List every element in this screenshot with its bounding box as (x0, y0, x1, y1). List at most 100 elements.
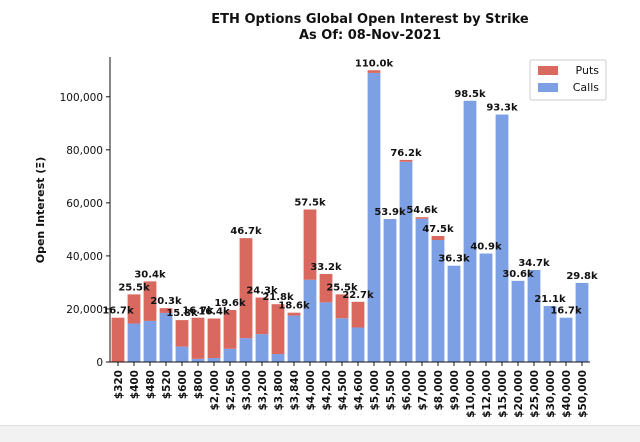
x-tick-label: $320 (113, 370, 125, 399)
bar-puts (111, 317, 125, 362)
bar-calls (399, 161, 413, 362)
x-tick-label: $5,000 (369, 370, 381, 411)
y-tick-label: 40,000 (66, 251, 103, 263)
x-tick-label: $400 (129, 370, 141, 399)
bar-calls (159, 312, 173, 362)
bar-puts (175, 320, 189, 347)
bar-puts (271, 304, 285, 355)
data-label: 18.6k (278, 301, 310, 312)
legend-label-calls: Calls (573, 81, 600, 94)
data-label: 57.5k (294, 198, 326, 209)
bar-puts (127, 294, 141, 324)
x-tick-label: $8,000 (433, 370, 445, 411)
x-tick-label: $2,000 (209, 370, 221, 411)
bar-puts (223, 310, 237, 349)
x-tick-label: $4,200 (321, 370, 333, 411)
y-tick-label: 100,000 (60, 92, 103, 104)
bar-calls (303, 279, 317, 362)
bar-calls (207, 358, 221, 362)
x-tick-label: $6,000 (401, 370, 413, 411)
bar-calls (527, 269, 541, 362)
data-label: 47.5k (422, 224, 454, 235)
data-label: 20.3k (150, 296, 182, 307)
chart-title: ETH Options Global Open Interest by Stri… (211, 12, 529, 27)
bar-calls (271, 354, 285, 362)
bar-puts (367, 70, 381, 73)
bar-calls (287, 315, 301, 362)
bar-puts (399, 159, 413, 162)
x-tick-label: $3,800 (273, 370, 285, 411)
x-tick-label: $3,000 (241, 370, 253, 411)
bar-puts (207, 318, 221, 359)
x-tick-label: $50,000 (577, 370, 589, 418)
bar-calls (463, 100, 477, 363)
x-tick-label: $10,000 (465, 370, 477, 418)
bar-puts (287, 312, 301, 316)
bar-puts (143, 281, 157, 321)
data-label: 53.9k (374, 207, 406, 218)
bar-calls (479, 253, 493, 362)
bar-puts (431, 236, 445, 240)
legend-swatch-calls (538, 83, 558, 92)
x-tick-label: $4,500 (337, 370, 349, 411)
x-tick-label: $12,000 (481, 370, 493, 418)
y-axis-label: Open Interest (Ξ) (34, 157, 47, 264)
bar-puts (255, 297, 269, 335)
bar-calls (495, 114, 509, 362)
x-tick-label: $5,500 (385, 370, 397, 411)
y-axis: 0 20,000 40,000 60,000 80,000 100,000 (60, 57, 111, 369)
data-label: 21.1k (534, 294, 566, 305)
data-label: 54.6k (406, 205, 438, 216)
data-label: 98.5k (454, 89, 486, 100)
bar-calls (575, 282, 589, 362)
footer-bar (0, 425, 640, 442)
x-tick-label: $520 (161, 370, 173, 399)
data-label: 15.8k (166, 308, 198, 319)
bar-puts (351, 301, 365, 328)
data-label: 22.7k (342, 290, 374, 301)
data-label: 34.7k (518, 258, 550, 269)
bar-calls (239, 338, 253, 362)
bar-puts (191, 317, 205, 359)
legend-label-puts: Puts (576, 64, 600, 77)
y-tick-label: 60,000 (66, 198, 103, 210)
data-label: 24.3k (246, 286, 278, 297)
data-label: 16.7k (550, 306, 582, 317)
legend: Puts Calls (529, 59, 607, 101)
x-tick-label: $480 (145, 370, 157, 399)
y-tick-label: 20,000 (66, 304, 103, 316)
x-tick-label: $9,000 (449, 370, 461, 411)
bar-calls (383, 219, 397, 362)
x-tick-label: $4,000 (305, 370, 317, 411)
bar-calls (431, 240, 445, 362)
bar-calls (319, 302, 333, 362)
data-label: 16.4k (198, 307, 230, 318)
y-tick-label: 80,000 (66, 145, 103, 157)
x-tick-label: $20,000 (513, 370, 525, 418)
bar-calls (367, 72, 381, 363)
bar-calls (335, 318, 349, 362)
bar-calls (223, 348, 237, 362)
y-tick-label: 0 (96, 357, 103, 369)
data-label: 40.9k (470, 242, 502, 253)
data-label: 25.5k (326, 282, 358, 293)
bar-calls (543, 306, 557, 362)
data-label: 33.2k (310, 262, 342, 273)
bar-calls (351, 327, 365, 362)
bar-puts (159, 308, 173, 313)
data-label: 30.4k (134, 269, 166, 280)
data-label: 25.5k (118, 282, 150, 293)
x-tick-label: $4,600 (353, 370, 365, 411)
data-labels-group: 16.7k25.5k30.4k20.3k15.8k16.7k16.4k19.6k… (102, 58, 598, 319)
x-tick-label: $3,840 (289, 370, 301, 411)
data-label: 36.3k (438, 254, 470, 265)
x-tick-label: $25,000 (529, 370, 541, 418)
bar-calls (415, 218, 429, 362)
bar-calls (559, 317, 573, 362)
bar-puts (239, 238, 253, 339)
x-tick-label: $15,000 (497, 370, 509, 418)
data-label: 76.2k (390, 148, 422, 159)
bar-calls (255, 334, 269, 362)
bars-group (111, 70, 589, 363)
